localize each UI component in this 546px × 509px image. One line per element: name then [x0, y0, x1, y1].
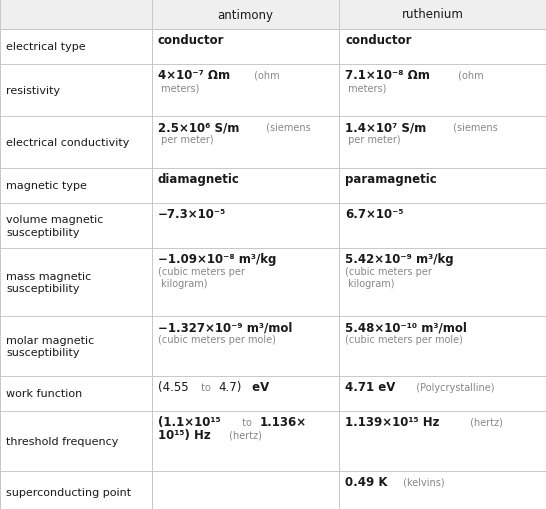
Text: −7.3×10⁻⁵: −7.3×10⁻⁵: [158, 208, 226, 221]
Text: (cubic meters per: (cubic meters per: [345, 267, 432, 276]
Text: 6.7×10⁻⁵: 6.7×10⁻⁵: [345, 208, 403, 221]
Text: meters): meters): [345, 83, 387, 93]
Text: (cubic meters per: (cubic meters per: [158, 267, 245, 276]
Text: 7.1×10⁻⁸ Ωm: 7.1×10⁻⁸ Ωm: [345, 69, 430, 82]
Text: 1.136×: 1.136×: [259, 416, 306, 429]
Text: 1.139×10¹⁵ Hz: 1.139×10¹⁵ Hz: [345, 416, 440, 429]
Text: 2.5×10⁶ S/m: 2.5×10⁶ S/m: [158, 121, 239, 134]
Text: superconducting point: superconducting point: [6, 487, 131, 497]
Text: −1.327×10⁻⁹ m³/mol: −1.327×10⁻⁹ m³/mol: [158, 321, 292, 334]
Text: (Polycrystalline): (Polycrystalline): [410, 382, 495, 392]
Text: (siemens: (siemens: [263, 123, 311, 133]
Text: (1.1×10¹⁵: (1.1×10¹⁵: [158, 416, 221, 429]
Text: meters): meters): [158, 83, 199, 93]
Text: electrical conductivity: electrical conductivity: [6, 138, 129, 148]
Text: per meter): per meter): [158, 135, 213, 145]
Text: (siemens: (siemens: [450, 123, 497, 133]
Text: volume magnetic
susceptibility: volume magnetic susceptibility: [6, 215, 103, 237]
Text: (ohm: (ohm: [454, 71, 483, 81]
Text: (hertz): (hertz): [226, 429, 262, 439]
Text: to: to: [239, 417, 255, 427]
Text: (hertz): (hertz): [467, 417, 503, 427]
Bar: [0, 0, 546, 30]
Text: 0.49 K: 0.49 K: [345, 475, 388, 489]
Text: conductor: conductor: [345, 35, 412, 47]
Text: (ohm: (ohm: [251, 71, 280, 81]
Text: 4.71 eV: 4.71 eV: [345, 381, 395, 393]
Text: 5.48×10⁻¹⁰ m³/mol: 5.48×10⁻¹⁰ m³/mol: [345, 321, 467, 334]
Text: electrical type: electrical type: [6, 42, 86, 52]
Text: 1.4×10⁷ S/m: 1.4×10⁷ S/m: [345, 121, 426, 134]
Text: mass magnetic
susceptibility: mass magnetic susceptibility: [6, 271, 91, 294]
Text: threshold frequency: threshold frequency: [6, 436, 118, 446]
Text: (cubic meters per mole): (cubic meters per mole): [158, 334, 276, 345]
Text: eV: eV: [248, 381, 270, 393]
Text: molar magnetic
susceptibility: molar magnetic susceptibility: [6, 335, 94, 357]
Text: resistivity: resistivity: [6, 86, 60, 96]
Text: to: to: [198, 382, 213, 392]
Text: (kelvins): (kelvins): [400, 477, 444, 487]
Text: 4×10⁻⁷ Ωm: 4×10⁻⁷ Ωm: [158, 69, 230, 82]
Text: (4.55: (4.55: [158, 381, 188, 393]
Text: conductor: conductor: [158, 35, 224, 47]
Text: diamagnetic: diamagnetic: [158, 173, 240, 186]
Text: (cubic meters per mole): (cubic meters per mole): [345, 334, 463, 345]
Text: −1.09×10⁻⁸ m³/kg: −1.09×10⁻⁸ m³/kg: [158, 253, 276, 266]
Text: kilogram): kilogram): [345, 278, 395, 289]
Text: ruthenium: ruthenium: [401, 9, 464, 21]
Text: paramagnetic: paramagnetic: [345, 173, 437, 186]
Text: antimony: antimony: [217, 9, 274, 21]
Text: work function: work function: [6, 389, 82, 399]
Text: per meter): per meter): [345, 135, 401, 145]
Text: magnetic type: magnetic type: [6, 181, 87, 191]
Text: kilogram): kilogram): [158, 278, 207, 289]
Text: 5.42×10⁻⁹ m³/kg: 5.42×10⁻⁹ m³/kg: [345, 253, 454, 266]
Text: 10¹⁵) Hz: 10¹⁵) Hz: [158, 428, 211, 441]
Text: 4.7): 4.7): [218, 381, 241, 393]
